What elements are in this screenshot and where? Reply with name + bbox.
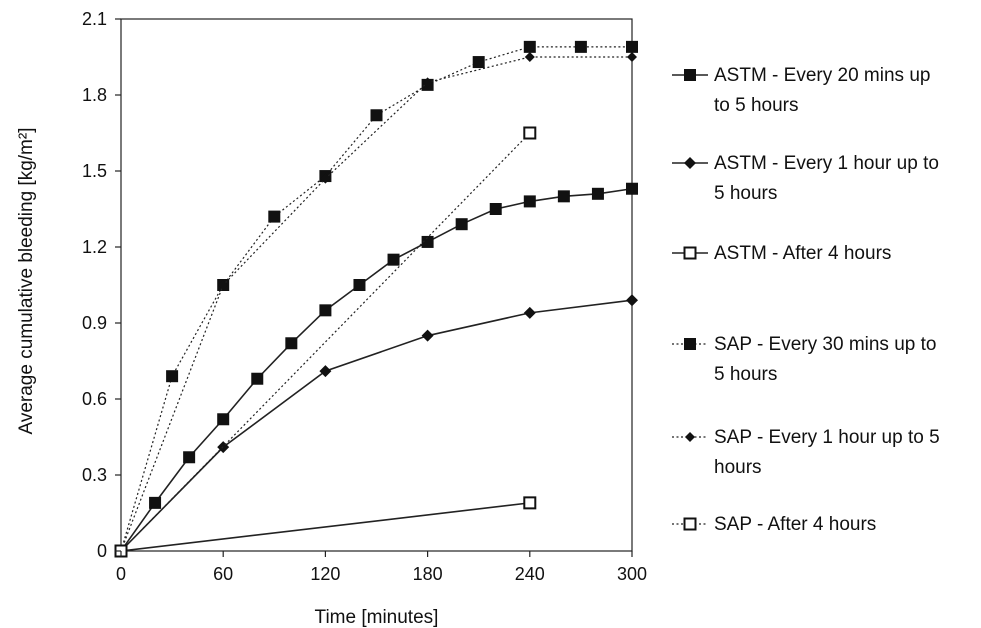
plot-area [120,18,633,552]
x-tick-label: 0 [116,564,126,584]
data-point [591,187,604,200]
x-tick-label: 180 [413,564,443,584]
legend-label: hours [714,457,762,478]
x-axis-title: Time [minutes] [315,607,439,628]
data-point [370,109,383,122]
data-point [523,496,537,510]
data-point [421,329,434,342]
series-line [120,187,633,552]
legend-label: to 5 hours [714,95,799,116]
y-tick-label: 0.9 [82,313,107,333]
data-point [251,372,264,385]
series-1 [115,182,638,557]
series-line [120,299,633,552]
data-point [627,52,637,62]
data-point [319,304,332,317]
data-point [523,306,536,319]
data-point [523,40,536,53]
data-point [557,190,570,203]
legend-label: ASTM - Every 20 mins up [714,65,930,86]
legend-marker [683,246,697,260]
data-point [523,195,536,208]
data-point [523,126,537,140]
legend-marker [683,517,697,531]
y-tick-label: 2.1 [82,9,107,29]
y-tick-label: 1.8 [82,85,107,105]
data-point [626,294,638,307]
legend-label: SAP - After 4 hours [714,514,876,535]
data-point [166,370,179,383]
series-line [120,56,632,552]
data-point [353,279,366,291]
y-axis-title: Average cumulative bleeding [kg/m²] [16,128,37,435]
data-point [217,413,230,426]
legend-marker [685,432,695,442]
data-point [574,40,587,53]
legend-label: SAP - Every 30 mins up to [714,334,936,355]
data-point [489,203,502,215]
series-3 [114,496,537,558]
data-point [320,173,331,184]
legend-label: SAP - Every 1 hour up to 5 [714,427,940,448]
data-point [626,182,638,195]
y-tick-label: 0.3 [82,465,107,485]
data-point [421,235,434,248]
data-point [387,253,400,266]
legend-label: ASTM - Every 1 hour up to [714,153,939,174]
x-tick-label: 240 [515,564,545,584]
y-tick-label: 0.6 [82,389,107,409]
x-tick-label: 60 [213,564,233,584]
data-point [455,218,468,231]
data-point [149,496,162,509]
legend-label: ASTM - After 4 hours [714,243,891,264]
data-point [472,56,485,69]
series-6 [114,126,537,558]
legend-label: 5 hours [714,364,777,385]
legend-marker [684,157,696,169]
data-point [422,77,433,88]
series-line [120,502,530,552]
series-5 [116,52,637,556]
x-tick-label: 120 [310,564,340,584]
legend-entry: ASTM - Every 20 mins up to 5 hours [672,65,930,116]
data-point [218,280,229,290]
series-4 [115,40,638,557]
legend-marker [684,338,696,350]
data-point [319,365,332,378]
legend-entry: SAP - After 4 hours [672,514,876,535]
data-point [268,210,281,223]
legend-entry: SAP - Every 30 mins up to 5 hours [672,334,936,385]
y-tick-label: 1.2 [82,237,107,257]
data-point [285,337,298,350]
legend-entry: SAP - Every 1 hour up to 5 hours [672,427,940,478]
legend-label: 5 hours [714,183,777,204]
series-2 [115,294,638,557]
series-line [120,132,531,552]
legend-marker [684,69,696,81]
y-tick-label: 0 [97,541,107,561]
data-point [626,40,638,53]
data-point [183,451,196,464]
x-tick-label: 300 [617,564,647,584]
series-group [114,40,638,558]
series-line [120,46,632,552]
y-tick-label: 1.5 [82,161,107,181]
legend-entry: ASTM - After 4 hours [672,243,891,264]
data-point [524,52,535,62]
legend-entry: ASTM - Every 1 hour up to 5 hours [672,153,939,204]
plot-frame [120,18,633,552]
axes: Time [minutes] Average cumulative bleedi… [16,9,647,628]
